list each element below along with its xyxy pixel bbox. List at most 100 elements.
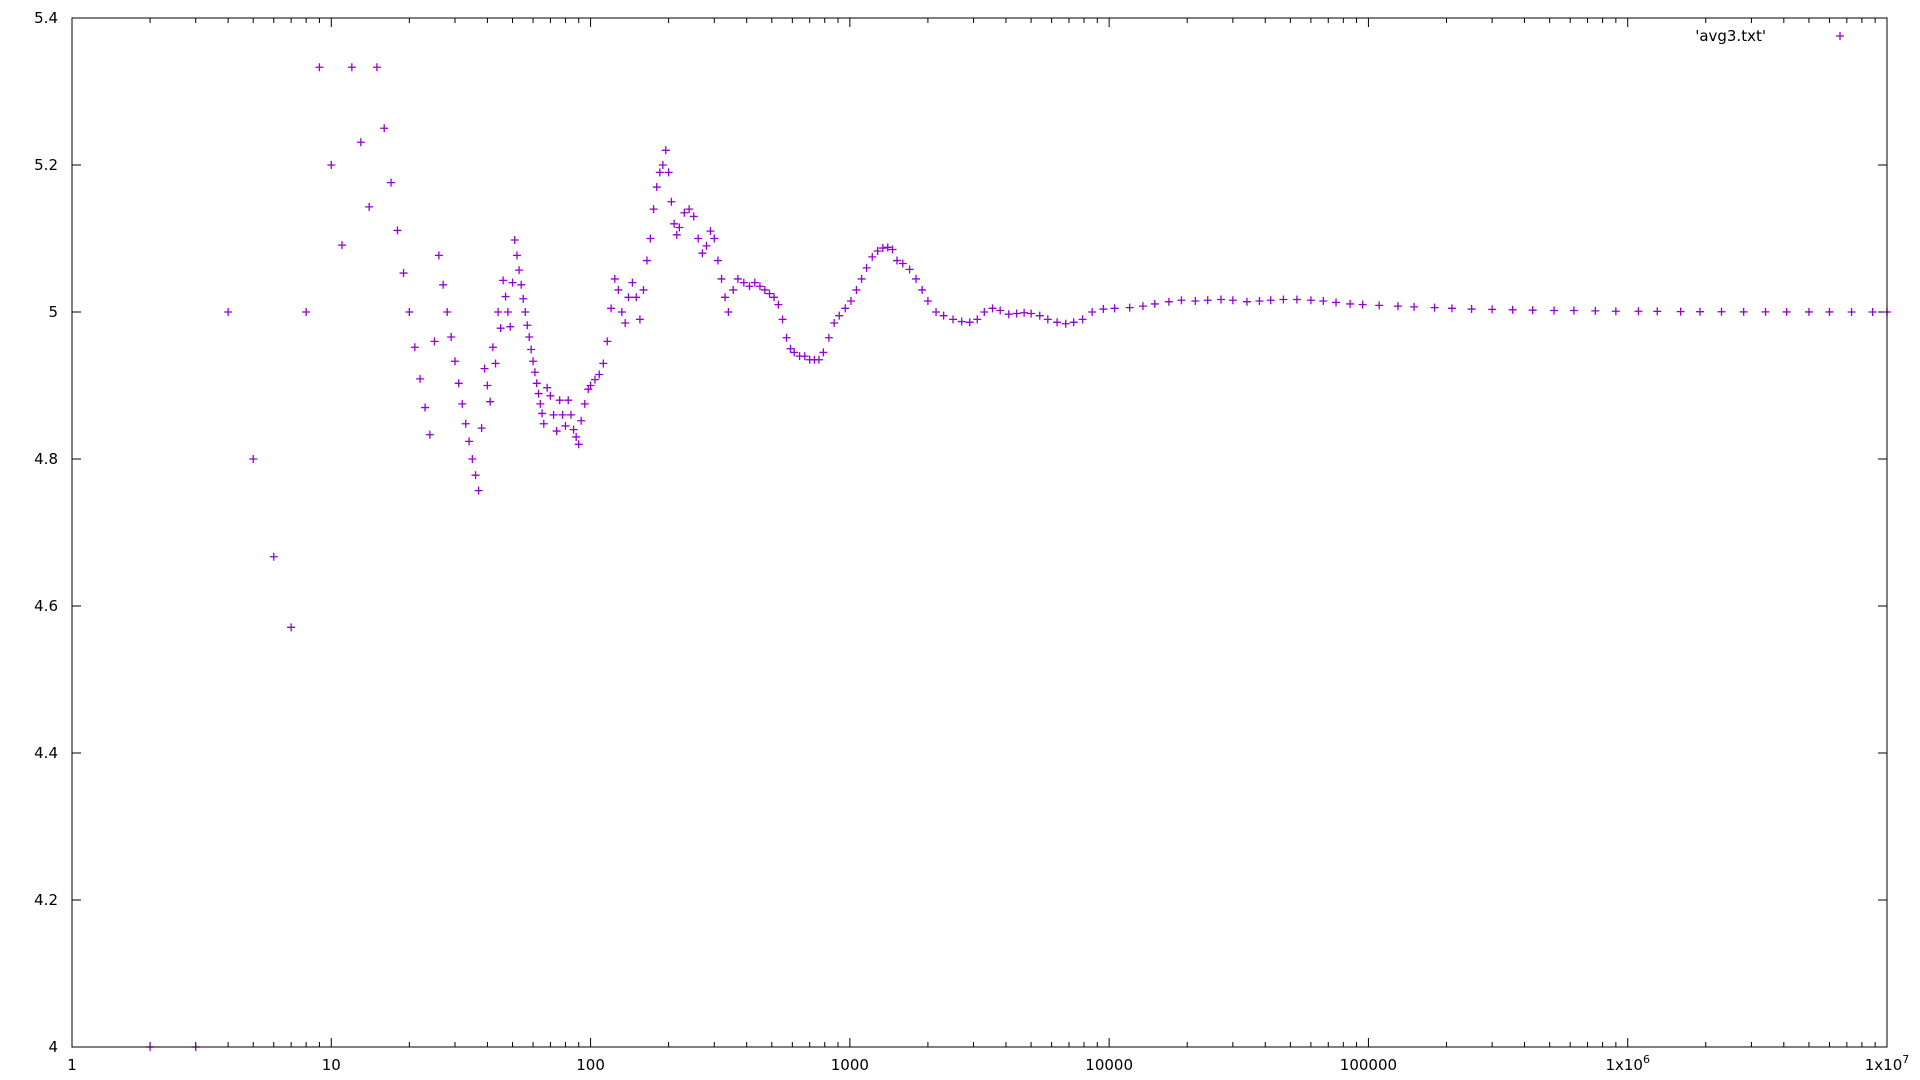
data-point (664, 168, 673, 177)
data-point (1804, 307, 1813, 316)
data-point (1191, 296, 1200, 305)
data-point (642, 256, 651, 265)
data-point (1306, 296, 1315, 305)
data-point (1430, 303, 1439, 312)
x-tick-label: 100 (576, 1056, 605, 1074)
data-point (898, 259, 907, 268)
data-point (1279, 295, 1288, 304)
x-tick-label-base: 100000 (1340, 1056, 1397, 1074)
data-point (525, 332, 534, 341)
data-point (980, 308, 989, 316)
y-tick-label: 5 (48, 303, 58, 321)
data-point (1467, 305, 1476, 314)
data-point (988, 304, 997, 313)
data-point (814, 355, 823, 364)
data-point (685, 205, 694, 214)
data-point (923, 296, 932, 305)
data-point (302, 308, 311, 316)
data-point (745, 282, 754, 291)
data-point (733, 274, 742, 283)
data-point (603, 337, 612, 346)
data-point (1012, 309, 1021, 318)
data-point (483, 381, 492, 390)
x-tick-label-exponent: 7 (1902, 1053, 1909, 1066)
data-point (1375, 301, 1384, 310)
data-point (447, 332, 456, 341)
data-point (717, 274, 726, 283)
data-point (488, 343, 497, 352)
data-point (617, 308, 626, 316)
x-tick-label-base: 1 (67, 1056, 77, 1074)
data-point (499, 276, 508, 285)
data-point (599, 359, 608, 368)
data-point (624, 293, 633, 302)
data-point (564, 396, 573, 405)
data-point (949, 315, 958, 324)
data-point (957, 317, 966, 326)
data-point (614, 285, 623, 294)
data-point (1358, 300, 1367, 309)
legend-label: 'avg3.txt' (1695, 27, 1766, 45)
data-point (689, 212, 698, 221)
data-point (1266, 296, 1275, 305)
data-point (365, 202, 374, 211)
data-point (1061, 319, 1070, 328)
data-point (1508, 305, 1517, 314)
x-tick-label-base: 10 (322, 1056, 341, 1074)
data-point (468, 455, 477, 463)
y-tick-label: 5.2 (34, 156, 58, 174)
legend-marker (1836, 32, 1844, 40)
data-point (1043, 315, 1052, 324)
data-point (1020, 308, 1029, 317)
data-point (655, 168, 664, 177)
data-point (474, 486, 483, 495)
data-point (628, 278, 637, 287)
data-point (680, 208, 689, 217)
data-point (1035, 311, 1044, 320)
data-point (1203, 296, 1212, 305)
data-point (1410, 302, 1419, 311)
data-point (572, 432, 581, 441)
data-point (315, 63, 324, 72)
data-point (496, 324, 505, 333)
data-point (577, 416, 586, 425)
data-point (1447, 304, 1456, 313)
data-point (729, 285, 738, 294)
x-tick-label: 100000 (1340, 1056, 1397, 1074)
data-point (515, 266, 524, 275)
data-point (706, 227, 715, 236)
data-point (932, 308, 941, 316)
data-point (471, 471, 480, 480)
data-point (501, 292, 510, 301)
data-point (527, 345, 536, 354)
data-point (574, 440, 583, 449)
data-point (506, 322, 515, 331)
x-tick-label: 1 (67, 1056, 77, 1074)
data-point (532, 379, 541, 388)
axis-ticks: 4 4.2 4.4 4.6 4.8 5 5.2 5.4 1 10 100 1000 10000 10000… (34, 9, 1909, 1074)
data-point (590, 375, 599, 384)
data-point (1550, 306, 1559, 315)
data-point (632, 293, 641, 302)
data-point (1634, 307, 1643, 316)
data-point (1228, 296, 1237, 305)
data-point (558, 410, 567, 419)
data-point (530, 368, 539, 377)
data-point (873, 246, 882, 255)
x-tick-label-base: 10000 (1085, 1056, 1133, 1074)
data-point (702, 241, 711, 250)
data-point (1611, 307, 1620, 316)
data-point (862, 263, 871, 272)
data-point (399, 269, 408, 278)
data-point (480, 364, 489, 373)
data-point (1393, 302, 1402, 311)
data-point (224, 308, 233, 316)
data-point (1739, 307, 1748, 316)
data-point (546, 391, 555, 400)
data-point (536, 399, 545, 408)
data-point (410, 343, 419, 352)
data-point (652, 183, 661, 192)
data-point (973, 315, 982, 324)
data-point (508, 278, 517, 287)
data-point (1825, 307, 1834, 316)
